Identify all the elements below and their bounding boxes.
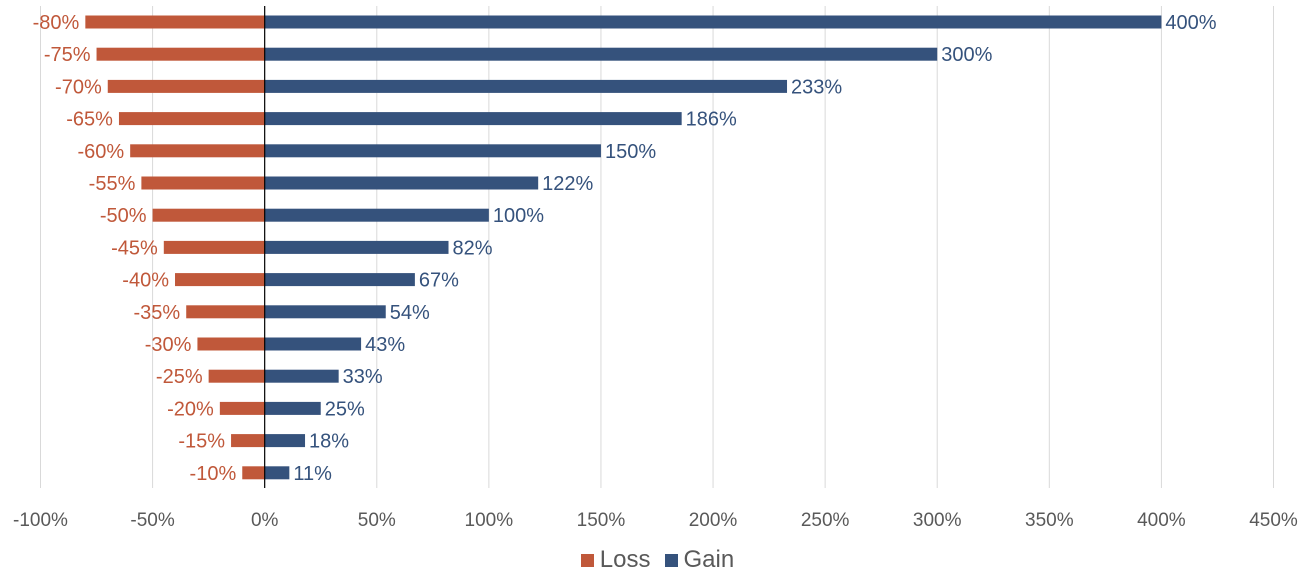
loss-bar — [130, 144, 265, 158]
x-tick-label: -100% — [13, 510, 68, 531]
loss-bar — [107, 79, 265, 93]
gain-bar — [264, 273, 415, 287]
gain-bar — [264, 337, 362, 351]
gain-bar — [264, 240, 449, 254]
loss-data-label: -60% — [77, 141, 124, 163]
legend-gain-label: Gain — [683, 546, 735, 573]
gain-data-label: 82% — [453, 237, 493, 259]
x-tick-label: -50% — [130, 510, 174, 531]
legend-item-loss: Loss — [580, 546, 651, 574]
loss-data-label: -40% — [122, 270, 169, 292]
gain-bar — [264, 434, 306, 448]
x-tick-label: 200% — [689, 510, 738, 531]
loss-bar — [152, 208, 265, 222]
loss-bar — [186, 305, 265, 319]
gain-data-label: 11% — [293, 463, 332, 485]
x-tick-label: 50% — [358, 510, 396, 531]
gain-data-label: 18% — [309, 431, 349, 453]
legend-item-gain: Gain — [664, 546, 735, 574]
x-tick-label: 400% — [1137, 510, 1186, 531]
gain-bar — [264, 401, 321, 415]
gain-data-label: 67% — [419, 270, 459, 292]
loss-bar — [163, 240, 265, 254]
gain-data-label: 122% — [542, 173, 593, 195]
x-tick-label: 100% — [465, 510, 514, 531]
gain-bar — [264, 369, 339, 383]
legend: Loss Gain — [0, 546, 1315, 574]
gain-data-label: 33% — [343, 366, 383, 388]
x-tick-label: 450% — [1249, 510, 1298, 531]
x-tick-label: 150% — [577, 510, 626, 531]
data-labels: -80% 400% -75% 300% -70% 233% -65% 186% -60% 150%… — [33, 12, 1217, 485]
loss-bar — [96, 47, 265, 61]
loss-data-label: -65% — [66, 109, 113, 131]
gain-bar — [264, 47, 938, 61]
gain-bar — [264, 112, 682, 126]
loss-bar — [118, 112, 265, 126]
gain-bar — [264, 176, 539, 190]
gain-bar — [264, 79, 788, 93]
gain-data-label: 400% — [1165, 12, 1216, 34]
x-tick-label: 0% — [251, 510, 279, 531]
loss-data-label: -45% — [111, 237, 158, 259]
loss-data-label: -55% — [89, 173, 136, 195]
gain-data-label: 43% — [365, 334, 405, 356]
loss-data-label: -25% — [156, 366, 203, 388]
x-tick-label: 300% — [913, 510, 962, 531]
gain-bar — [264, 15, 1162, 29]
gain-bar — [264, 305, 386, 319]
loss-data-label: -50% — [100, 205, 147, 227]
gain-data-label: 233% — [791, 76, 842, 98]
gain-data-label: 100% — [493, 205, 544, 227]
gain-data-label: 150% — [605, 141, 656, 163]
loss-bar — [242, 466, 265, 480]
legend-loss-label: Loss — [599, 546, 651, 573]
gain-data-label: 25% — [325, 398, 365, 420]
loss-data-label: -30% — [145, 334, 192, 356]
loss-data-label: -10% — [190, 463, 237, 485]
loss-bar — [141, 176, 265, 190]
gain-bar — [264, 144, 601, 158]
x-tick-label: 250% — [801, 510, 850, 531]
loss-bar — [197, 337, 265, 351]
loss-bar — [175, 273, 265, 287]
loss-bar — [208, 369, 265, 383]
loss-data-label: -80% — [33, 12, 80, 34]
loss-data-label: -70% — [55, 76, 102, 98]
gain-data-label: 186% — [686, 109, 737, 131]
gain-bar — [264, 466, 290, 480]
gain-bar — [264, 208, 489, 222]
bars — [85, 15, 1162, 480]
gain-data-label: 54% — [390, 302, 430, 324]
x-tick-label: 350% — [1025, 510, 1074, 531]
loss-swatch — [580, 553, 594, 567]
loss-data-label: -15% — [178, 431, 225, 453]
loss-bar — [219, 401, 265, 415]
loss-data-label: -20% — [167, 398, 214, 420]
loss-bar — [85, 15, 265, 29]
x-axis-ticks: -100% -50% 0% 50% 100% 150% 200% 250% 300% 350% 40… — [13, 510, 1298, 531]
gain-swatch — [664, 553, 678, 567]
loss-data-label: -35% — [134, 302, 181, 324]
loss-data-label: -75% — [44, 44, 91, 66]
loss-bar — [231, 434, 265, 448]
gain-data-label: 300% — [941, 44, 992, 66]
